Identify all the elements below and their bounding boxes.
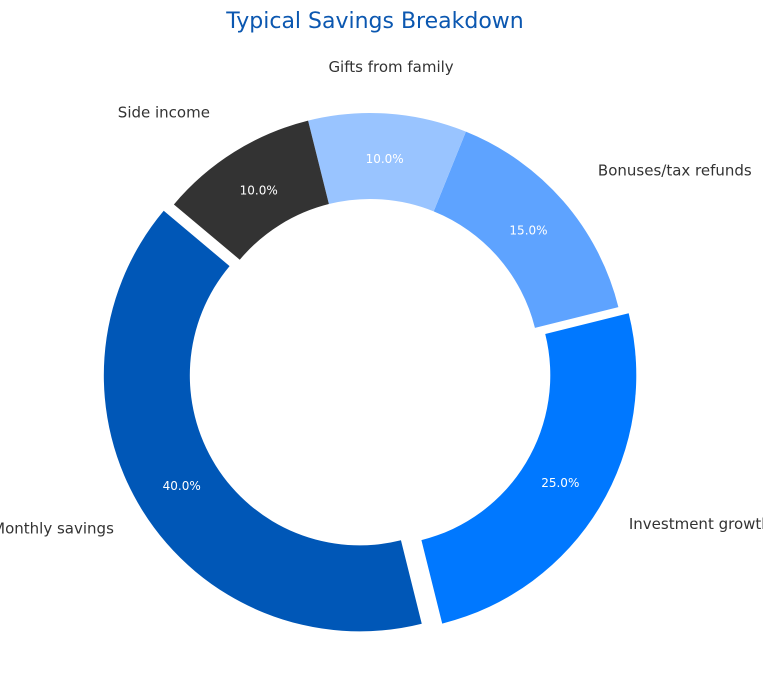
percent-label-gifts-from-family: 10.0% (366, 152, 404, 166)
slice-labels: Monthly savings Investment growth Bonuses/… (0, 58, 763, 537)
slice-label-monthly-savings: Monthly savings (0, 520, 114, 538)
slice-gifts-from-family (308, 113, 466, 212)
percent-label-bonuses-tax-refunds: 15.0% (509, 224, 547, 238)
slice-investment-growth (421, 313, 637, 624)
percent-labels: 40.0% 25.0% 15.0% 10.0% 10.0% (163, 152, 580, 493)
slice-bonuses-tax-refunds (433, 131, 619, 328)
percent-label-side-income: 10.0% (240, 183, 278, 197)
percent-label-investment-growth: 25.0% (541, 476, 579, 490)
slice-side-income (173, 120, 329, 260)
slice-label-side-income: Side income (118, 103, 210, 121)
chart-title: Typical Savings Breakdown (225, 9, 524, 34)
slice-label-gifts-from-family: Gifts from family (328, 58, 453, 76)
slice-label-bonuses-tax-refunds: Bonuses/tax refunds (598, 161, 752, 179)
slice-monthly-savings (103, 210, 422, 632)
donut-slices (103, 113, 637, 632)
slice-label-investment-growth: Investment growth (629, 515, 763, 533)
percent-label-monthly-savings: 40.0% (163, 479, 201, 493)
